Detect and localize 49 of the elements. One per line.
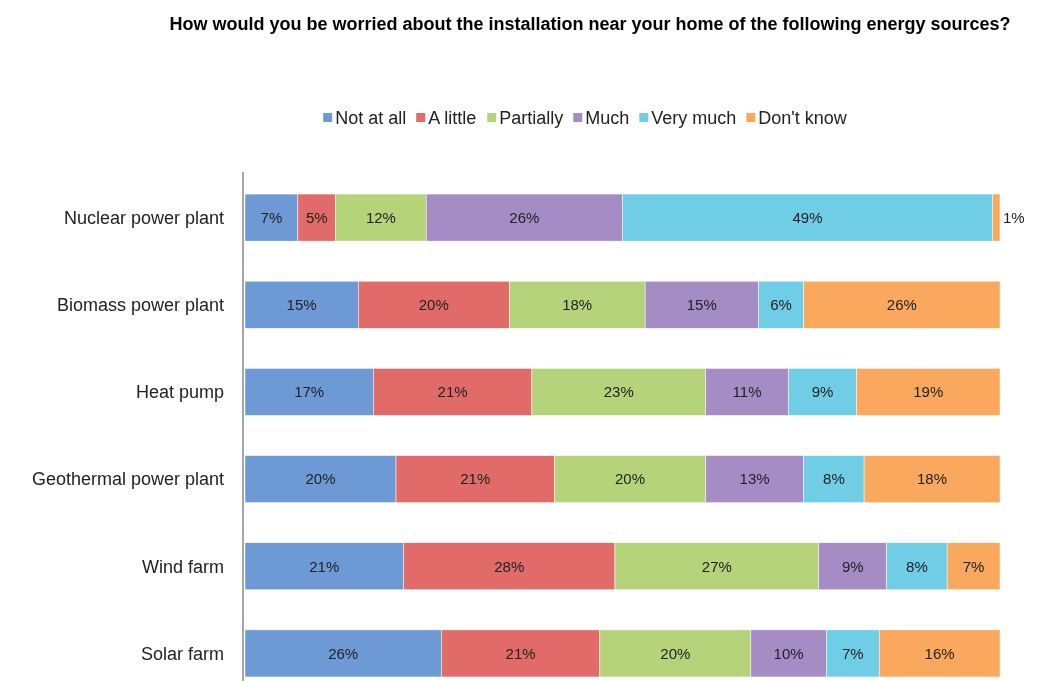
data-label: 21% (460, 470, 491, 488)
data-label: 20% (615, 470, 646, 488)
data-label: 7% (841, 644, 864, 662)
data-label: 27% (701, 557, 732, 575)
data-label: 10% (773, 644, 804, 662)
data-label: 15% (286, 296, 317, 313)
data-label: 20% (305, 470, 336, 488)
data-label: 28% (494, 557, 525, 575)
data-label: 13% (739, 470, 770, 488)
data-label: 8% (906, 557, 928, 575)
data-label: 16% (924, 644, 955, 662)
legend-label: A little (428, 108, 477, 129)
y-tick-label: Nuclear power plant (63, 207, 224, 228)
legend-label: Not at all (335, 108, 407, 129)
data-label: 26% (886, 296, 917, 313)
data-label: 17% (294, 383, 325, 401)
y-tick-label: Heat pump (135, 382, 224, 403)
data-label: 18% (917, 470, 948, 488)
legend-label: Very much (651, 108, 737, 129)
data-label: 7% (260, 208, 283, 226)
data-label: 21% (505, 644, 536, 662)
data-label: 9% (811, 383, 834, 401)
y-tick-label: Solar farm (140, 643, 224, 664)
data-label: 6% (770, 296, 792, 313)
data-label: 49% (792, 208, 823, 226)
data-label: 21% (437, 383, 468, 401)
data-label: 9% (841, 557, 864, 575)
legend-label: Much (585, 108, 630, 129)
data-label: 15% (686, 296, 717, 313)
data-label: 18% (562, 296, 593, 313)
data-label: 8% (823, 470, 845, 488)
data-label: 19% (913, 383, 944, 401)
data-label: 11% (732, 383, 762, 401)
data-label: 20% (660, 644, 691, 662)
legend-label: Don't know (758, 108, 848, 129)
data-label: 26% (328, 644, 359, 662)
legend-label: Partially (499, 108, 564, 129)
y-tick-label: Wind farm (141, 556, 224, 577)
data-label: 12% (365, 208, 396, 226)
data-label: 7% (962, 557, 985, 575)
y-tick-label: Geothermal power plant (31, 469, 224, 490)
data-label: 20% (418, 296, 449, 313)
data-label: 26% (509, 208, 540, 226)
chart-title: How would you be worried about the installation near your home of the following energy sources? (169, 14, 1011, 34)
data-label: 1% (1003, 208, 1025, 226)
y-tick-label: Biomass power plant (56, 295, 224, 316)
data-label: 23% (603, 383, 634, 401)
data-label: 21% (309, 557, 340, 575)
data-label: 5% (305, 208, 328, 226)
